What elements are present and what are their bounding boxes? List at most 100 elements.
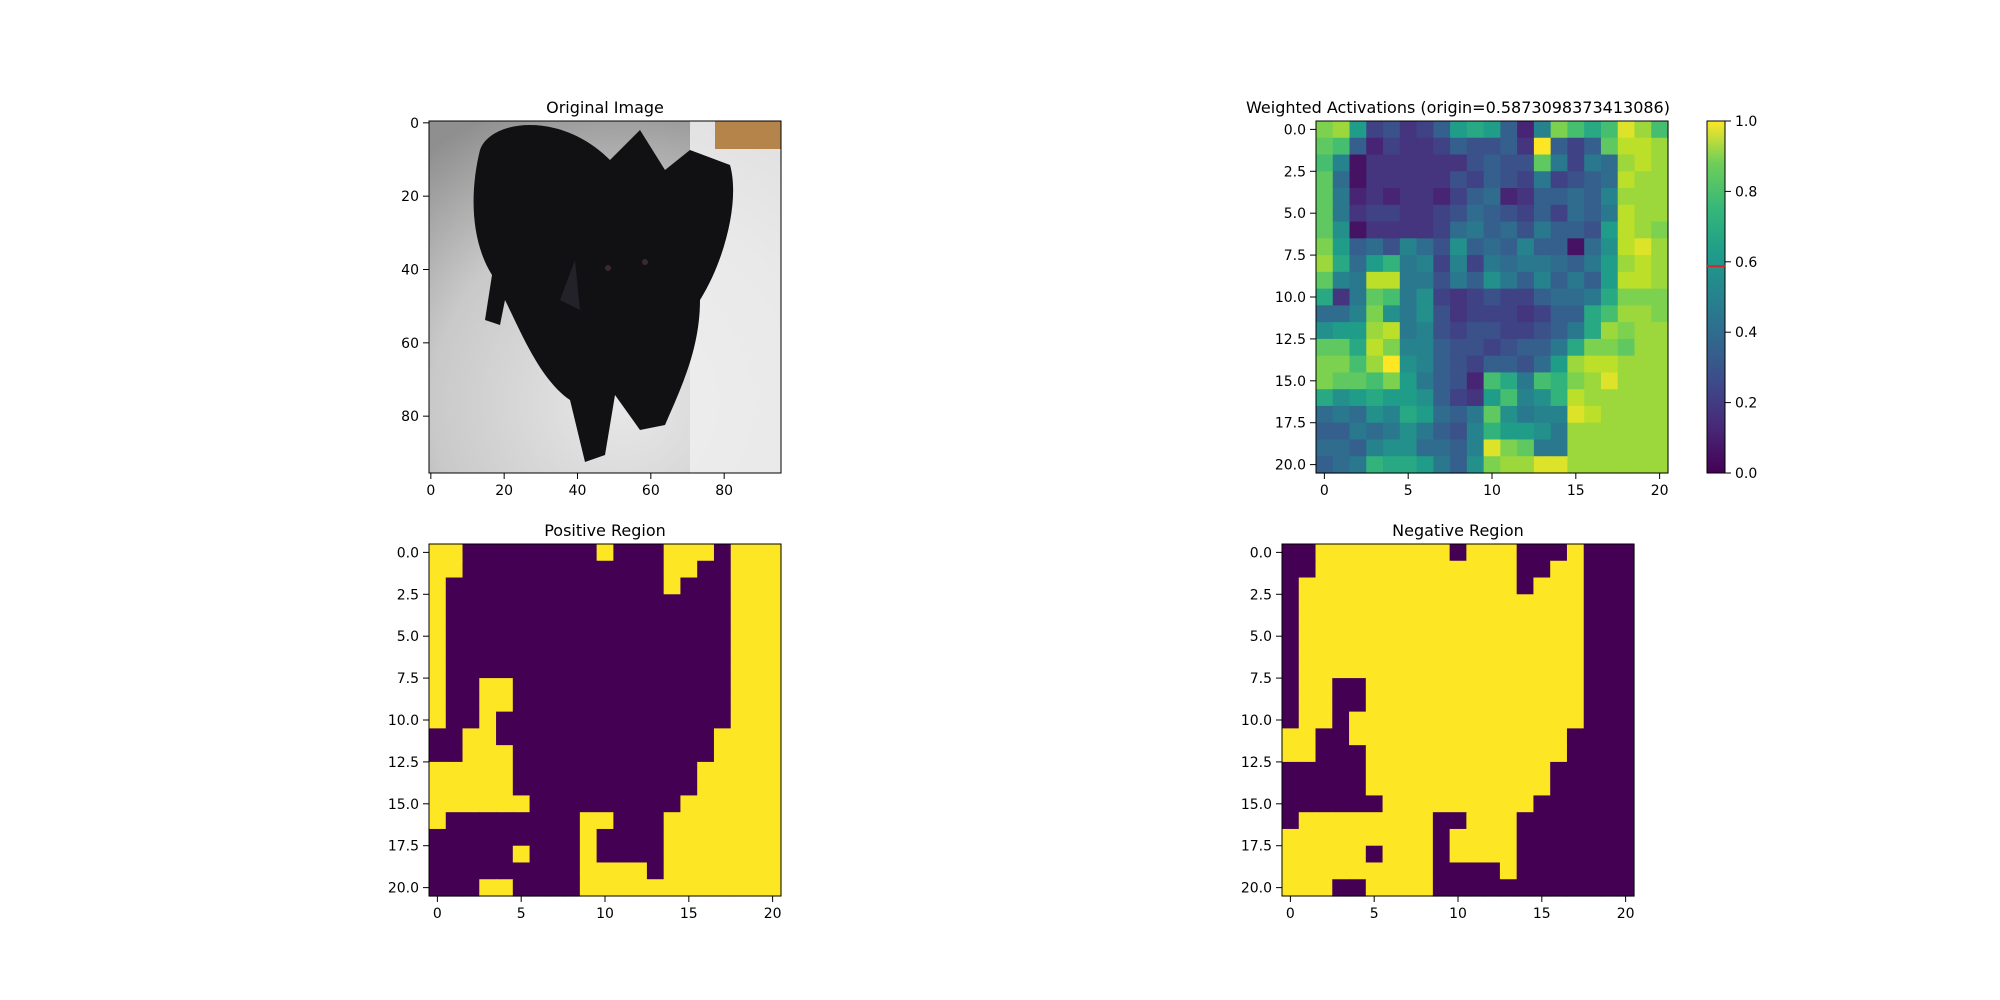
heatmap-cell xyxy=(1466,137,1485,156)
heatmap-cell xyxy=(713,627,732,646)
heatmap-cell xyxy=(1366,121,1384,139)
heatmap-cell xyxy=(1399,405,1418,424)
heatmap-cell xyxy=(1365,728,1384,746)
heatmap-cell xyxy=(1566,879,1585,897)
heatmap-cell xyxy=(764,594,782,612)
heatmap-cell xyxy=(1432,728,1451,746)
heatmap-cell xyxy=(1600,188,1619,206)
heatmap-cell xyxy=(1583,611,1602,629)
heatmap-cell xyxy=(1449,828,1467,847)
heatmap-cell xyxy=(1617,560,1635,579)
heatmap-cell xyxy=(1316,255,1334,273)
heatmap-cell xyxy=(1382,879,1400,897)
x-tick-label: 5 xyxy=(1404,483,1413,499)
heatmap-cell xyxy=(713,745,732,763)
heatmap-cell xyxy=(1466,221,1485,239)
heatmap-cell xyxy=(1416,828,1434,847)
heatmap-cell xyxy=(1433,338,1451,357)
heatmap-cell xyxy=(680,778,698,797)
heatmap-cell xyxy=(1499,795,1518,813)
heatmap-cell xyxy=(546,560,564,579)
heatmap-cell xyxy=(1584,255,1602,273)
y-tick-label: 15.0 xyxy=(1241,797,1272,813)
heatmap-cell xyxy=(613,812,631,830)
heatmap-cell xyxy=(1617,544,1635,562)
heatmap-cell xyxy=(479,879,497,897)
heatmap-cell xyxy=(1617,389,1636,407)
heatmap-cell xyxy=(1432,644,1451,662)
heatmap-cell xyxy=(1600,879,1618,897)
heatmap-cell xyxy=(563,879,581,897)
y-tick-label: 10.0 xyxy=(1241,713,1272,729)
heatmap-cell xyxy=(1315,627,1333,646)
heatmap-cell xyxy=(445,761,464,780)
heatmap-cell xyxy=(1416,221,1434,239)
heatmap-cell xyxy=(747,795,765,813)
heatmap-cell xyxy=(512,594,531,612)
heatmap-cell xyxy=(1349,188,1367,206)
heatmap-cell xyxy=(1566,862,1585,880)
heatmap-cell xyxy=(1617,221,1636,239)
heatmap-cell xyxy=(1617,577,1635,595)
heatmap-cell xyxy=(479,812,497,830)
heatmap-cell xyxy=(1432,594,1451,612)
heatmap-cell xyxy=(1533,694,1551,713)
heatmap-cell xyxy=(1332,389,1351,407)
heatmap-cell xyxy=(1533,271,1552,290)
heatmap-cell xyxy=(1399,171,1418,189)
heatmap-cell xyxy=(613,828,631,847)
heatmap-cell xyxy=(1466,322,1485,340)
heatmap-cell xyxy=(1315,828,1333,847)
heatmap-cell xyxy=(1600,288,1619,306)
heatmap-cell xyxy=(445,778,464,797)
heatmap-cell xyxy=(546,828,564,847)
heatmap-cell xyxy=(697,694,715,713)
heatmap-cell xyxy=(613,728,631,746)
heatmap-cell xyxy=(630,644,648,662)
heatmap-cell xyxy=(1366,288,1384,306)
heatmap-cell xyxy=(1550,305,1569,323)
heatmap-cell xyxy=(1600,439,1619,457)
heatmap-cell xyxy=(1566,795,1585,813)
heatmap-cell xyxy=(1600,338,1619,357)
heatmap-cell xyxy=(1316,221,1334,239)
heatmap-cell xyxy=(1567,137,1585,156)
heatmap-cell xyxy=(613,678,631,696)
panel-title: Negative Region xyxy=(1392,521,1524,540)
heatmap-cell xyxy=(1566,644,1585,662)
heatmap-cell xyxy=(1416,288,1434,306)
heatmap-cell xyxy=(546,544,564,562)
heatmap-cell xyxy=(1332,171,1351,189)
heatmap-cell xyxy=(1432,845,1451,864)
heatmap-cell xyxy=(1332,728,1350,746)
heatmap-cell xyxy=(1382,778,1400,797)
heatmap-cell xyxy=(1550,121,1569,139)
heatmap-cell xyxy=(1550,795,1568,813)
heatmap-cell xyxy=(1316,238,1334,256)
heatmap-cell xyxy=(1315,560,1333,579)
heatmap-cell xyxy=(1349,845,1367,864)
heatmap-cell xyxy=(1500,456,1518,474)
heatmap-cell xyxy=(630,661,648,679)
heatmap-cell xyxy=(730,577,749,595)
heatmap-cell xyxy=(764,745,782,763)
heatmap-cell xyxy=(462,711,480,729)
y-tick-label: 0.0 xyxy=(397,545,419,561)
heatmap-cell xyxy=(1433,355,1451,374)
heatmap-cell xyxy=(1634,439,1652,457)
heatmap-cell xyxy=(1282,778,1300,797)
heatmap-cell xyxy=(1316,154,1334,172)
y-tick-label: 5.0 xyxy=(1284,206,1306,222)
heatmap-cell xyxy=(1517,221,1535,239)
heatmap-cell xyxy=(1466,238,1485,256)
heatmap-cell xyxy=(1499,845,1518,864)
heatmap-cell xyxy=(1450,154,1468,172)
heatmap-cell xyxy=(1315,644,1333,662)
heatmap-cell xyxy=(730,778,749,797)
heatmap-cell xyxy=(680,661,698,679)
heatmap-cell xyxy=(697,577,715,595)
heatmap-cell xyxy=(512,694,531,713)
heatmap-cell xyxy=(1634,121,1652,139)
heatmap-cell xyxy=(697,879,715,897)
